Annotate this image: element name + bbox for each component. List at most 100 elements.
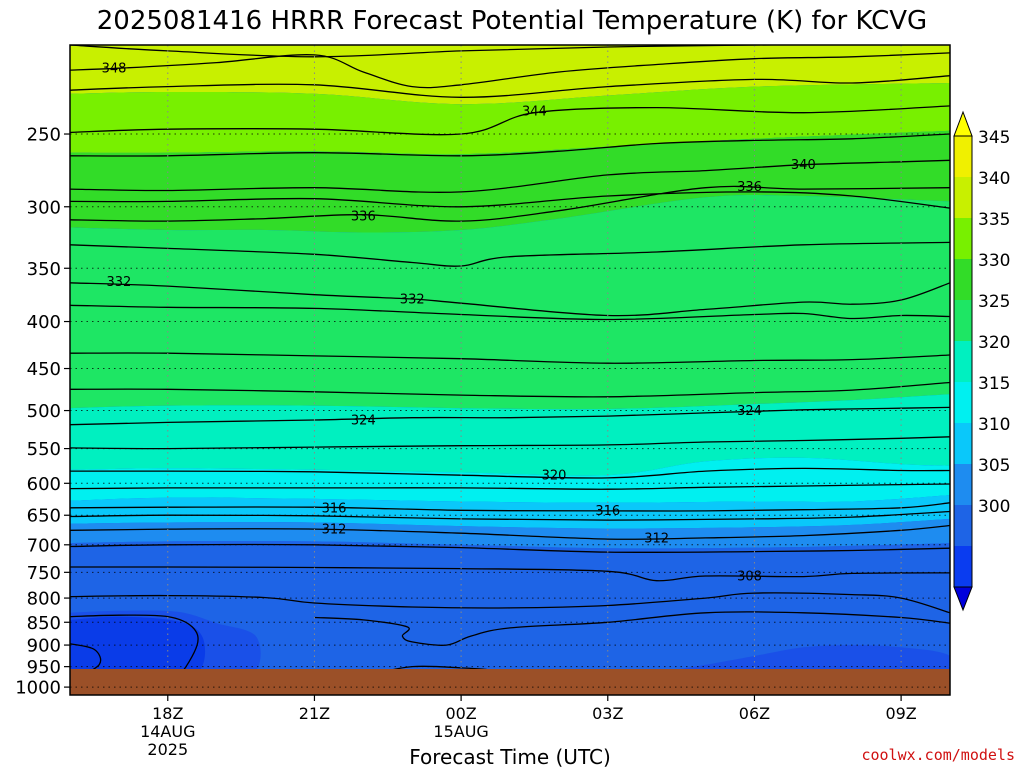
contour-label-9: 320 bbox=[542, 469, 567, 484]
contour-label-text: 324 bbox=[351, 414, 376, 429]
colorbar-swatch bbox=[954, 136, 972, 178]
contour-312-19 bbox=[70, 524, 950, 540]
colorbar-swatch bbox=[954, 546, 972, 588]
contour-label-11: 316 bbox=[595, 504, 620, 519]
contour-label-13: 312 bbox=[644, 531, 669, 546]
y-tick-label: 500 bbox=[27, 401, 61, 422]
x-tick-label: 18Z bbox=[152, 704, 183, 723]
shade-blob-2 bbox=[70, 616, 206, 683]
contour-326-12 bbox=[70, 381, 950, 398]
y-tick-label: 550 bbox=[27, 439, 61, 460]
contour-label-text: 308 bbox=[737, 570, 762, 585]
ground-surface bbox=[70, 669, 950, 695]
contour-316-17 bbox=[70, 502, 950, 512]
chart-title: 2025081416 HRRR Forecast Potential Tempe… bbox=[97, 6, 927, 36]
contour-label-text: 320 bbox=[542, 469, 567, 484]
contour-348-1 bbox=[70, 52, 950, 89]
credit-link[interactable]: coolwx.com/models bbox=[861, 746, 1015, 764]
contour-352-0 bbox=[70, 45, 813, 58]
colorbar-swatch bbox=[954, 300, 972, 342]
colorbar-swatch bbox=[954, 423, 972, 465]
contour-label-3: 336 bbox=[351, 209, 376, 224]
colorbar-swatch bbox=[954, 218, 972, 260]
contour-label-4: 336 bbox=[737, 180, 762, 195]
contour-346-2 bbox=[70, 75, 950, 98]
contour-label-text: 336 bbox=[351, 209, 376, 224]
colorbar-over-arrow bbox=[953, 110, 973, 137]
contour-label-text: 324 bbox=[737, 404, 762, 419]
y-tick-label: 700 bbox=[27, 535, 61, 556]
contour-label-6: 332 bbox=[400, 292, 425, 307]
plot-overlay: 348 344 340 336 336 332 332 324 324 320 316 316 312 3… bbox=[69, 44, 951, 696]
colorbar-label: 330 bbox=[978, 251, 1010, 271]
contour-label-2: 340 bbox=[791, 158, 816, 173]
contour-label-12: 312 bbox=[322, 523, 347, 538]
colorbar-label: 325 bbox=[978, 292, 1010, 312]
colorbar-swatch bbox=[954, 341, 972, 383]
contour-label-7: 324 bbox=[351, 414, 376, 429]
colorbar-label: 300 bbox=[978, 497, 1010, 517]
shade-band-4 bbox=[70, 394, 950, 476]
y-tick-label: 750 bbox=[27, 563, 61, 584]
x-tick-label: 06Z bbox=[739, 704, 770, 723]
contour-label-0: 348 bbox=[102, 62, 127, 77]
plot-frame bbox=[69, 44, 951, 696]
colorbar-label: 345 bbox=[978, 128, 1010, 148]
contour-336-7 bbox=[70, 185, 950, 222]
y-axis: 2503003504004505005506006507007508008509… bbox=[15, 125, 70, 699]
contour-314-18 bbox=[70, 510, 950, 521]
shade-band-8 bbox=[70, 541, 950, 695]
contour-324-13 bbox=[70, 406, 950, 426]
contour-label-text: 340 bbox=[791, 158, 816, 173]
contour-342-4 bbox=[70, 133, 950, 157]
contour-308-21 bbox=[70, 566, 950, 582]
colorbar-swatch bbox=[954, 464, 972, 506]
contour-330-10 bbox=[70, 304, 950, 321]
colorbar-under-arrow bbox=[953, 586, 973, 612]
contour-322-14 bbox=[70, 436, 950, 450]
x-tick-label: 09Z bbox=[885, 704, 916, 723]
y-tick-label: 250 bbox=[27, 125, 61, 146]
contour-label-text: 332 bbox=[106, 275, 131, 290]
contour-label-14: 308 bbox=[737, 570, 762, 585]
y-tick-label: 850 bbox=[27, 613, 61, 634]
contour-340-5 bbox=[70, 159, 950, 193]
plot-area bbox=[70, 45, 950, 695]
colorbar-swatch bbox=[954, 505, 972, 547]
x-tick-date: 14AUG bbox=[140, 722, 195, 741]
contour-332-9 bbox=[70, 282, 950, 317]
contour-label-8: 324 bbox=[737, 404, 762, 419]
contour-304-24 bbox=[314, 611, 950, 646]
y-tick-label: 350 bbox=[27, 259, 61, 280]
x-axis-label: Forecast Time (UTC) bbox=[409, 745, 611, 768]
y-tick-label: 650 bbox=[27, 506, 61, 527]
contour-310-20 bbox=[70, 543, 950, 554]
shade-band-5 bbox=[70, 457, 950, 503]
colorbar-label: 335 bbox=[978, 210, 1010, 230]
y-tick-label: 800 bbox=[27, 589, 61, 610]
y-tick-label: 950 bbox=[27, 657, 61, 678]
colorbar-swatch bbox=[954, 382, 972, 424]
colorbar-label: 320 bbox=[978, 333, 1010, 353]
contour-label-text: 312 bbox=[322, 523, 347, 538]
x-tick-label: 21Z bbox=[299, 704, 330, 723]
x-tick-label: 03Z bbox=[592, 704, 623, 723]
contour-334-8 bbox=[70, 241, 950, 267]
y-tick-label: 300 bbox=[27, 197, 61, 218]
contour-344-3 bbox=[70, 105, 950, 136]
contour-label-1: 344 bbox=[522, 105, 547, 120]
x-tick-year: 2025 bbox=[147, 740, 188, 759]
y-tick-label: 1000 bbox=[15, 678, 61, 699]
contour-label-text: 344 bbox=[522, 105, 547, 120]
contour-label-text: 312 bbox=[644, 531, 669, 546]
y-tick-label: 600 bbox=[27, 474, 61, 495]
colorbar-label: 340 bbox=[978, 169, 1010, 189]
colorbar-label: 310 bbox=[978, 415, 1010, 435]
colorbar-swatch bbox=[954, 177, 972, 219]
shade-band-6 bbox=[70, 495, 950, 529]
contour-label-text: 332 bbox=[400, 292, 425, 307]
colorbar-label: 315 bbox=[978, 374, 1010, 394]
contour-328-11 bbox=[70, 352, 950, 364]
